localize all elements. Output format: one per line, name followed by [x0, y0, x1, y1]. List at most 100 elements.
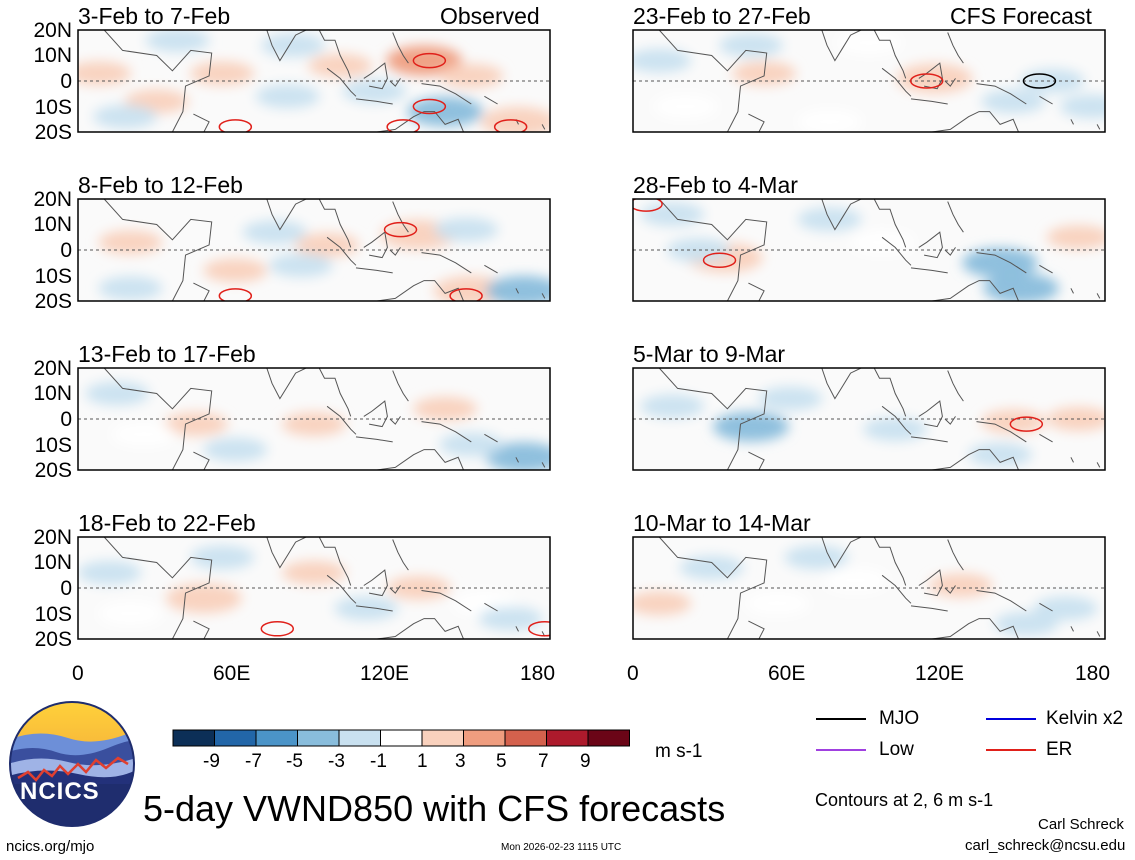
- wind-anomaly: [850, 230, 915, 255]
- panel-title: 23-Feb to 27-Feb: [633, 3, 811, 29]
- wave-contour: [412, 52, 447, 69]
- coastline: [515, 288, 519, 294]
- colorbar-swatch: [255, 729, 298, 747]
- coastline: [318, 199, 352, 248]
- coastline: [193, 451, 210, 470]
- coastline: [931, 618, 1019, 639]
- wind-anomaly: [837, 30, 901, 55]
- lat-label: 10S: [34, 265, 72, 288]
- panel-title: 3-Feb to 7-Feb: [78, 3, 231, 29]
- lat-label: 10N: [33, 44, 72, 67]
- colorbar-swatch: [587, 729, 630, 747]
- lat-label: 20S: [34, 290, 72, 313]
- colorbar-swatch: [172, 729, 215, 747]
- coastline: [948, 524, 951, 532]
- wind-anomaly: [633, 48, 692, 73]
- coastline: [748, 620, 765, 639]
- coastline: [392, 201, 409, 233]
- coastline: [976, 421, 1027, 443]
- map-panel: [633, 524, 1105, 639]
- coastline: [1070, 119, 1074, 125]
- coastline: [266, 537, 307, 569]
- wave-contour: [218, 288, 253, 301]
- coastline: [363, 231, 388, 259]
- legend-label: MJO: [879, 708, 920, 729]
- coastline: [376, 618, 464, 639]
- panel-title: 18-Feb to 22-Feb: [78, 510, 256, 536]
- colorbar-swatch: [504, 729, 547, 747]
- wind-anomaly: [342, 79, 407, 104]
- wind-anomaly: [98, 601, 163, 626]
- coastline: [355, 436, 393, 443]
- colorbar-tick: -1: [370, 751, 387, 772]
- lat-label: 20N: [33, 19, 72, 42]
- colorbar-tick: 7: [538, 751, 549, 772]
- coastline: [976, 590, 1027, 612]
- wind-anomaly: [407, 96, 484, 127]
- contour-note: Contours at 2, 6 m s-1: [815, 790, 994, 810]
- colorbar-tick: 1: [417, 751, 428, 772]
- lon-label: 120E: [915, 662, 965, 685]
- wave-contour: [449, 288, 483, 301]
- wave-contour: [218, 119, 253, 132]
- author-email[interactable]: carl_schreck@ncsu.edu: [965, 837, 1126, 854]
- coastline: [541, 462, 546, 468]
- coastline: [748, 451, 765, 470]
- wind-anomaly: [282, 560, 346, 585]
- wind-anomaly: [485, 442, 550, 470]
- coastline: [484, 95, 498, 105]
- wind-anomaly: [679, 555, 744, 580]
- coastline: [947, 539, 964, 571]
- wind-anomaly: [145, 30, 210, 53]
- colorbar-swatch: [214, 729, 257, 747]
- coastline: [363, 400, 388, 428]
- lon-label: 60E: [768, 662, 806, 685]
- coastline: [1039, 264, 1053, 274]
- coastline: [193, 282, 210, 301]
- ncics-logo: [9, 701, 135, 827]
- coastline: [318, 537, 352, 586]
- coastline: [421, 421, 472, 443]
- wind-anomaly: [896, 63, 973, 94]
- coastline: [947, 370, 964, 402]
- wind-anomaly: [863, 417, 928, 442]
- colorbar-tick: -9: [203, 751, 220, 772]
- wind-anomaly: [439, 432, 504, 457]
- coastline: [266, 368, 307, 400]
- panel-frame: [632, 367, 1106, 471]
- map-panel: [633, 30, 1105, 132]
- panel-title: 5-Mar to 9-Mar: [633, 341, 786, 367]
- wind-anomaly: [633, 591, 692, 616]
- coastline: [78, 30, 213, 132]
- coastline: [484, 433, 498, 443]
- panel-frame: [77, 29, 551, 133]
- coastline: [633, 537, 768, 639]
- lat-label: 0: [60, 239, 72, 262]
- logo-text: NCICS: [20, 778, 100, 805]
- wind-anomaly: [111, 422, 176, 447]
- lat-label: 20S: [34, 121, 72, 144]
- colorbar-tick: 5: [496, 751, 507, 772]
- colorbar-units: m s-1: [655, 741, 703, 762]
- wind-anomaly: [282, 412, 346, 437]
- panel-frame: [77, 198, 551, 302]
- lat-label: 0: [60, 408, 72, 431]
- coastline: [948, 355, 951, 363]
- coastline: [931, 449, 1019, 470]
- colorbar-swatch: [546, 729, 589, 747]
- panel-frame: [632, 198, 1106, 302]
- map-panel: [78, 537, 550, 639]
- wind-anomaly: [268, 253, 333, 278]
- coastline: [1039, 95, 1053, 105]
- coastline: [515, 626, 519, 632]
- wind-anomaly: [190, 545, 255, 570]
- main-title: 5-day VWND850 with CFS forecasts: [143, 788, 726, 829]
- coastline: [873, 368, 907, 417]
- coastline: [881, 405, 912, 435]
- wind-anomaly: [242, 220, 307, 245]
- website-link[interactable]: ncics.org/mjo: [6, 838, 95, 855]
- coastline: [484, 264, 498, 274]
- coastline: [748, 282, 765, 301]
- coastline: [910, 605, 948, 612]
- wind-anomaly: [434, 217, 499, 242]
